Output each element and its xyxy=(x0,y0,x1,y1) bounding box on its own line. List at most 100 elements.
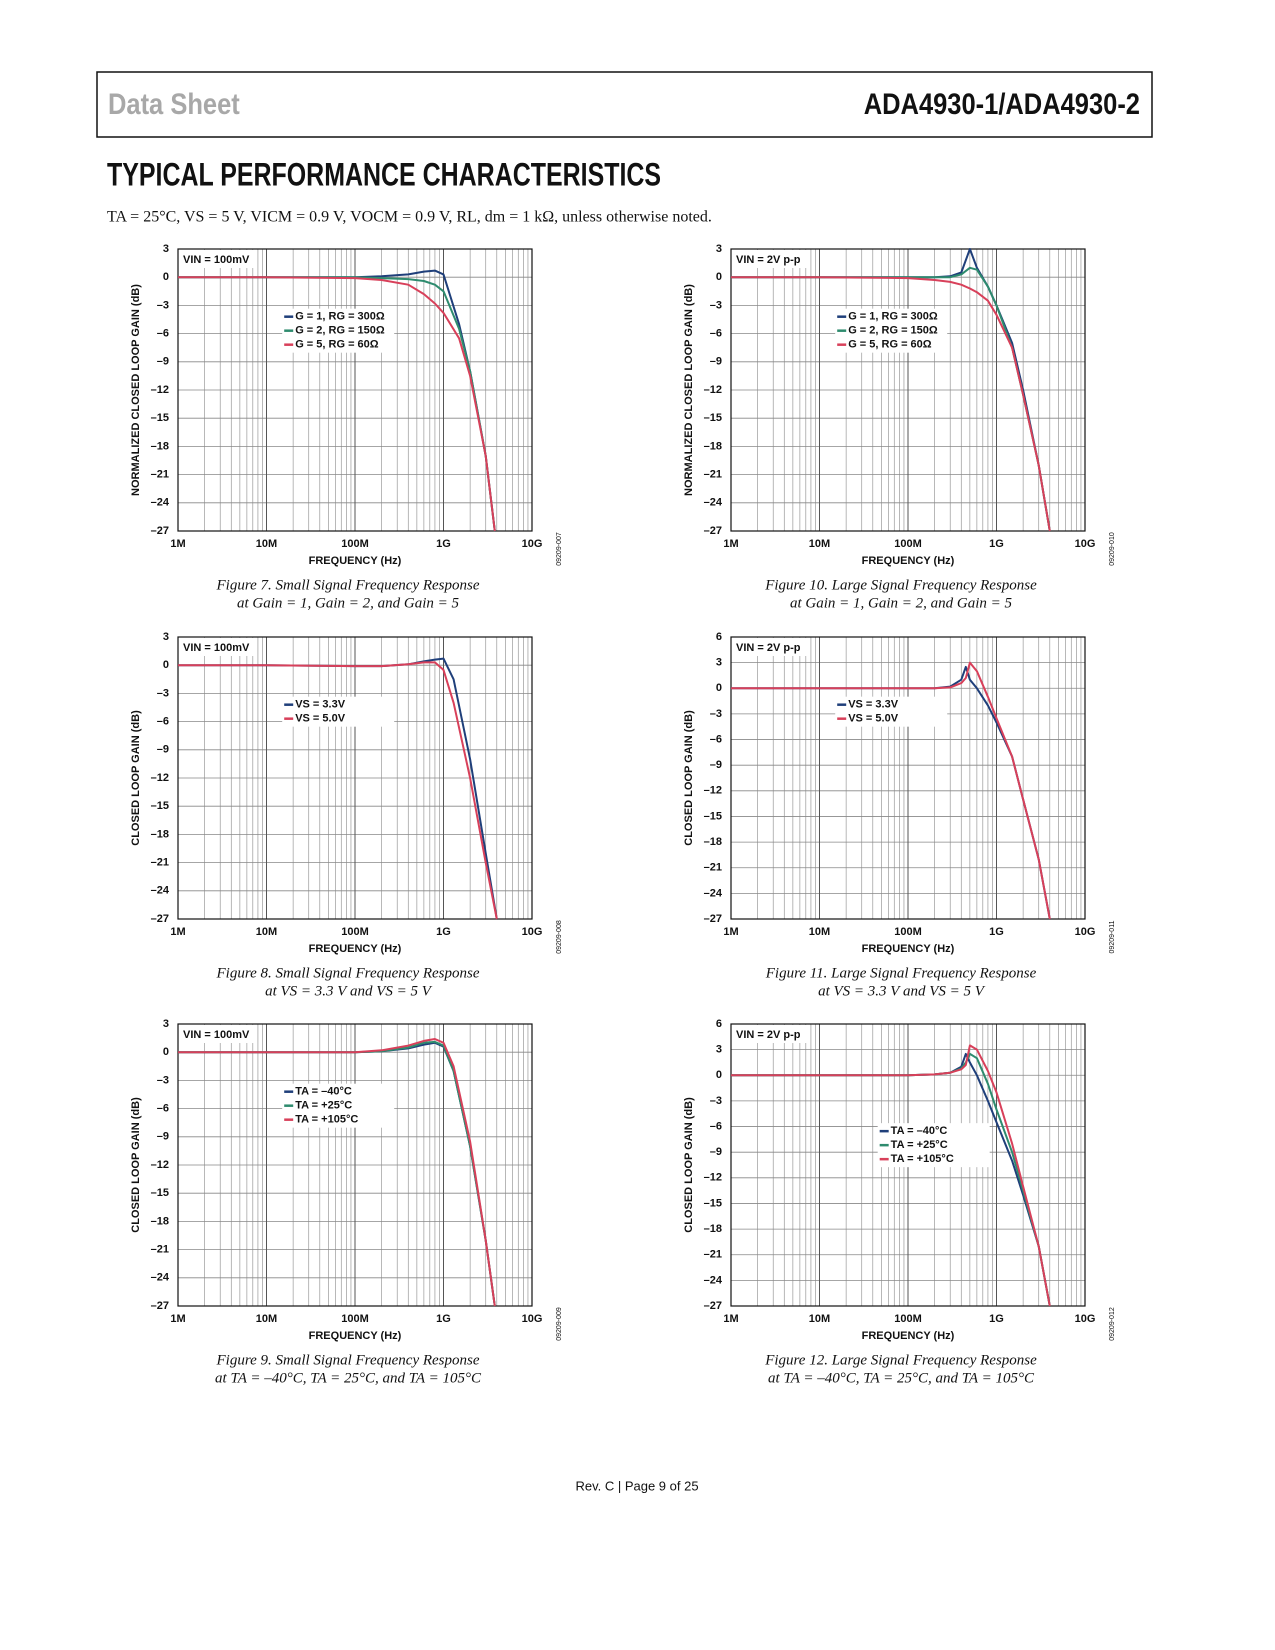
y-tick-label: –3 xyxy=(157,1074,169,1086)
y-axis-label: NORMALIZED CLOSED LOOP GAIN (dB) xyxy=(683,284,695,496)
y-tick-label: –18 xyxy=(704,836,722,848)
figure-caption: Figure 12. Large Signal Frequency Respon… xyxy=(764,1352,1037,1368)
series-line xyxy=(178,661,498,920)
series-line xyxy=(731,1052,1051,1307)
series-line xyxy=(731,266,1051,532)
y-tick-label: –6 xyxy=(157,1103,169,1115)
figure-caption: at TA = –40°C, TA = 25°C, and TA = 105°C xyxy=(215,1370,482,1386)
y-axis-label: CLOSED LOOP GAIN (dB) xyxy=(130,1097,142,1233)
y-tick-label: –24 xyxy=(151,497,170,509)
y-tick-label: –3 xyxy=(710,708,722,720)
x-tick-label: 1G xyxy=(989,538,1004,550)
figure-caption: at VS = 3.3 V and VS = 5 V xyxy=(818,983,986,999)
y-tick-label: 3 xyxy=(716,1044,722,1056)
y-tick-label: –24 xyxy=(704,1274,723,1286)
x-tick-label: 1G xyxy=(989,926,1004,938)
x-axis-label: FREQUENCY (Hz) xyxy=(862,555,955,567)
x-tick-label: 100M xyxy=(894,926,922,938)
y-tick-label: 0 xyxy=(163,659,169,671)
x-tick-label: 10M xyxy=(256,538,277,550)
y-tick-label: –15 xyxy=(151,412,169,424)
y-tick-label: –18 xyxy=(704,440,722,452)
plot-frame xyxy=(730,1023,1086,1307)
plot-frame xyxy=(177,636,533,920)
y-tick-label: –27 xyxy=(151,1300,169,1312)
y-tick-label: –9 xyxy=(157,1131,169,1143)
series-line xyxy=(731,661,1051,920)
chart: –27 –24 –21 –18 –15 –12 –9 –6 –3 0 3 6 1M 10M 100M 1G 10… xyxy=(683,631,1116,1000)
y-tick-label: –21 xyxy=(151,857,169,869)
legend-label: G = 2, RG = 150Ω xyxy=(295,325,385,337)
figure-id: 09209-011 xyxy=(1109,920,1116,953)
series-line xyxy=(178,1041,496,1307)
legend-label: VS = 3.3V xyxy=(848,699,899,711)
x-tick-label: 1M xyxy=(170,926,185,938)
figure-caption: Figure 7. Small Signal Frequency Respons… xyxy=(216,577,480,593)
legend-label: TA = +105°C xyxy=(295,1114,358,1126)
legend-label: VS = 3.3V xyxy=(295,699,346,711)
y-tick-label: –12 xyxy=(151,384,169,396)
x-tick-label: 10G xyxy=(1075,926,1096,938)
chart: –27 –24 –21 –18 –15 –12 –9 –6 –3 0 3 6 1M 10M 100M 1G 10… xyxy=(683,1018,1116,1387)
y-tick-label: –6 xyxy=(710,328,722,340)
figure-id: 09209-008 xyxy=(556,920,563,954)
x-tick-label: 10G xyxy=(522,1313,543,1325)
y-tick-label: –27 xyxy=(151,525,169,537)
y-tick-label: –12 xyxy=(704,1172,722,1184)
y-tick-label: 0 xyxy=(716,271,722,283)
y-tick-label: –27 xyxy=(704,913,722,925)
legend-label: G = 5, RG = 60Ω xyxy=(295,339,379,351)
y-tick-label: 6 xyxy=(716,631,722,643)
chart: –27 –24 –21 –18 –15 –12 –9 –6 –3 0 3 1M 10M 100M 1G 10G… xyxy=(130,243,563,612)
annotation: VIN = 100mV xyxy=(183,642,250,654)
legend-box xyxy=(877,1123,990,1168)
y-tick-label: –18 xyxy=(151,1215,169,1227)
y-tick-label: –24 xyxy=(151,1272,170,1284)
y-tick-label: –3 xyxy=(710,1095,722,1107)
x-tick-label: 100M xyxy=(894,538,922,550)
series-line xyxy=(731,1044,1051,1307)
y-tick-label: 3 xyxy=(716,243,722,255)
y-tick-label: –3 xyxy=(157,299,169,311)
x-tick-label: 10M xyxy=(256,1313,277,1325)
y-tick-label: –12 xyxy=(704,785,722,797)
y-tick-label: –27 xyxy=(704,525,722,537)
y-tick-label: –9 xyxy=(710,356,722,368)
x-tick-label: 10G xyxy=(1075,538,1096,550)
y-tick-label: –21 xyxy=(151,469,169,481)
y-tick-label: –18 xyxy=(151,828,169,840)
series-line xyxy=(178,276,496,532)
x-tick-label: 10M xyxy=(809,926,830,938)
plot-frame xyxy=(730,636,1086,920)
figure-caption: at TA = –40°C, TA = 25°C, and TA = 105°C xyxy=(768,1370,1035,1386)
x-tick-label: 10G xyxy=(1075,1313,1096,1325)
legend-box xyxy=(835,308,948,353)
legend-box xyxy=(282,308,395,353)
x-tick-label: 10M xyxy=(256,926,277,938)
series-line xyxy=(178,1038,496,1307)
y-tick-label: –3 xyxy=(710,299,722,311)
x-tick-label: 100M xyxy=(341,1313,369,1325)
y-tick-label: 3 xyxy=(716,657,722,669)
y-tick-label: –9 xyxy=(157,744,169,756)
figure-id: 09209-010 xyxy=(1109,532,1116,566)
y-tick-label: –24 xyxy=(151,885,170,897)
chart: –27 –24 –21 –18 –15 –12 –9 –6 –3 0 3 1M 10M 100M 1G 10G… xyxy=(130,631,563,1000)
y-tick-label: –21 xyxy=(704,469,722,481)
legend-label: TA = –40°C xyxy=(295,1086,352,1098)
y-tick-label: –15 xyxy=(151,800,169,812)
header-left: Data Sheet xyxy=(108,87,240,120)
annotation: VIN = 2V p-p xyxy=(736,254,801,266)
y-tick-label: –9 xyxy=(710,759,722,771)
annotation: VIN = 2V p-p xyxy=(736,642,801,654)
conditions: TA = 25°C, VS = 5 V, VICM = 0.9 V, VOCM … xyxy=(107,209,712,226)
footer: Rev. C | Page 9 of 25 xyxy=(575,1478,698,1493)
y-tick-label: –21 xyxy=(704,862,722,874)
y-tick-label: –15 xyxy=(704,810,722,822)
chart: –27 –24 –21 –18 –15 –12 –9 –6 –3 0 3 1M 10M 100M 1G 10G… xyxy=(130,1018,563,1387)
x-tick-label: 10G xyxy=(522,926,543,938)
legend-box xyxy=(282,1083,395,1128)
x-tick-label: 1M xyxy=(723,1313,738,1325)
x-tick-label: 10M xyxy=(809,538,830,550)
y-axis-label: NORMALIZED CLOSED LOOP GAIN (dB) xyxy=(130,284,142,496)
